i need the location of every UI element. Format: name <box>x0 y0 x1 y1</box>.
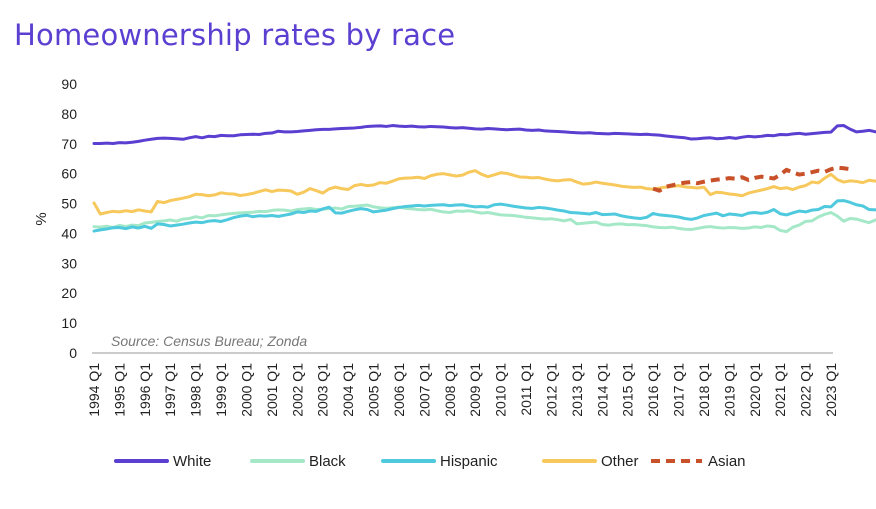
y-tick-label: 30 <box>61 255 77 271</box>
x-tick-label: 2014 Q1 <box>594 363 610 417</box>
x-tick-label: 2005 Q1 <box>366 363 382 417</box>
chart-title: Homeownership rates by race <box>14 18 456 52</box>
y-tick-label: 10 <box>61 315 77 331</box>
x-tick-label: 1995 Q1 <box>111 363 127 417</box>
legend-label-white: White <box>173 453 211 470</box>
x-tick-label: 1999 Q1 <box>213 363 229 417</box>
y-axis-label: % <box>33 212 50 225</box>
series-line-other <box>92 169 876 216</box>
x-tick-label: 2018 Q1 <box>696 363 712 417</box>
legend-label-asian: Asian <box>708 453 746 470</box>
x-tick-label: 2007 Q1 <box>416 363 432 417</box>
x-tick-label: 2009 Q1 <box>467 363 483 417</box>
y-tick-label: 60 <box>61 166 77 182</box>
x-tick-label: 2017 Q1 <box>671 363 687 417</box>
x-tick-label: 2012 Q1 <box>543 363 559 417</box>
x-tick-label: 2010 Q1 <box>493 363 509 417</box>
x-tick-label: 2006 Q1 <box>391 363 407 417</box>
y-tick-label: 90 <box>61 76 77 92</box>
y-tick-label: 80 <box>61 106 77 122</box>
x-tick-label: 2000 Q1 <box>238 363 254 417</box>
series-line-white <box>92 124 876 145</box>
series-line-hispanic <box>92 199 876 233</box>
x-tick-label: 1994 Q1 <box>86 363 102 417</box>
x-tick-label: 2002 Q1 <box>289 363 305 417</box>
x-tick-label: 2015 Q1 <box>620 363 636 417</box>
legend-label-other: Other <box>601 453 639 470</box>
x-tick-label: 2008 Q1 <box>442 363 458 417</box>
legend-label-hispanic: Hispanic <box>440 453 498 470</box>
series-line-asian <box>652 165 851 193</box>
legend-label-black: Black <box>309 453 346 470</box>
x-tick-label: 2013 Q1 <box>569 363 585 417</box>
x-tick-label: 2019 Q1 <box>721 363 737 417</box>
y-tick-label: 0 <box>69 345 77 361</box>
x-tick-label: 2011 Q1 <box>518 363 534 416</box>
y-tick-label: 70 <box>61 136 77 152</box>
x-tick-label: 2022 Q1 <box>798 363 814 417</box>
y-tick-label: 20 <box>61 285 77 301</box>
x-tick-label: 2023 Q1 <box>823 363 839 417</box>
x-tick-label: 1996 Q1 <box>137 363 153 417</box>
x-tick-label: 2003 Q1 <box>315 363 331 417</box>
series-line-black <box>92 203 876 234</box>
y-tick-label: 40 <box>61 225 77 241</box>
x-tick-label: 2004 Q1 <box>340 363 356 417</box>
x-tick-label: 2020 Q1 <box>747 363 763 417</box>
x-tick-label: 2016 Q1 <box>645 363 661 417</box>
x-tick-label: 1998 Q1 <box>188 363 204 417</box>
x-tick-label: 2001 Q1 <box>264 363 280 417</box>
source-note: Source: Census Bureau; Zonda <box>111 333 307 349</box>
y-tick-label: 50 <box>61 196 77 212</box>
x-tick-label: 2021 Q1 <box>772 363 788 417</box>
x-tick-label: 1997 Q1 <box>162 363 178 417</box>
